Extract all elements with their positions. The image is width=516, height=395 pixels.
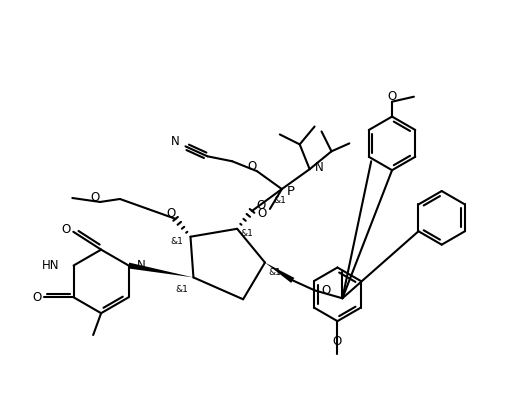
Text: O: O <box>62 223 71 236</box>
Text: &1: &1 <box>170 237 183 246</box>
Text: O: O <box>247 160 256 173</box>
Text: O: O <box>166 207 175 220</box>
Text: HN: HN <box>42 259 60 272</box>
Text: O: O <box>90 190 100 203</box>
Text: O: O <box>388 90 397 103</box>
Text: &1: &1 <box>240 229 253 238</box>
Text: O: O <box>32 291 41 304</box>
Text: N: N <box>137 259 146 272</box>
Text: &1: &1 <box>268 268 281 277</box>
Text: O: O <box>321 284 331 297</box>
Text: P: P <box>287 184 295 198</box>
Text: N: N <box>171 135 180 148</box>
Text: O: O <box>333 335 342 348</box>
Text: &1: &1 <box>175 285 188 294</box>
Polygon shape <box>128 263 194 277</box>
Text: O: O <box>257 207 267 220</box>
Polygon shape <box>265 263 294 283</box>
Text: O: O <box>256 199 265 213</box>
Text: N: N <box>315 161 324 174</box>
Text: &1: &1 <box>273 196 286 205</box>
